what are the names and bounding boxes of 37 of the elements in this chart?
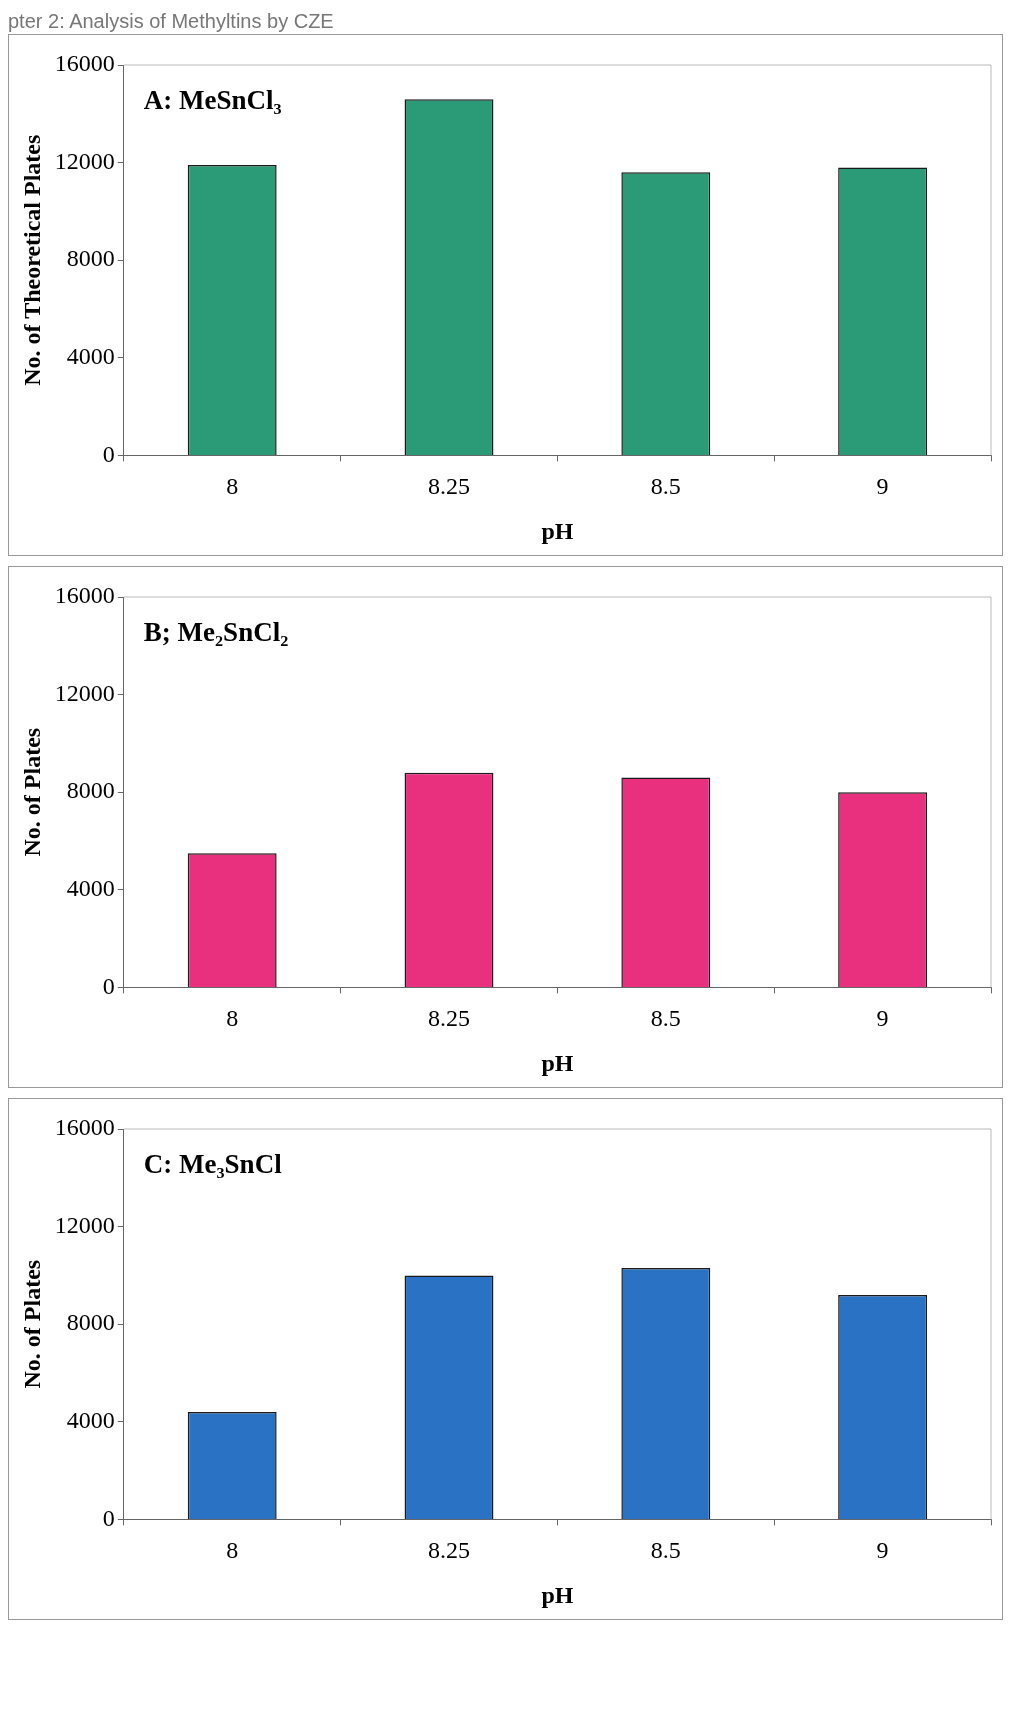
y-tick-label: 4000: [66, 1407, 115, 1434]
y-tick-label: 8000: [66, 245, 115, 272]
x-tick-label: 8.25: [428, 473, 470, 500]
x-tick-label: 8.5: [650, 1537, 681, 1564]
y-axis-title: No. of Plates: [18, 1259, 45, 1389]
y-tick-label: 0: [102, 440, 115, 467]
y-tick-label: 12000: [54, 679, 115, 706]
y-axis-title: No. of Plates: [18, 727, 45, 857]
text: pter 2: Analysis of Methyltins by CZE: [8, 9, 335, 34]
x-tick-label: 8.25: [428, 1537, 470, 1564]
text: C: Me₃SnCl: [143, 1149, 283, 1180]
y-tick-label: 8000: [66, 1309, 115, 1336]
y-tick-label: 12000: [54, 1211, 115, 1238]
y-axis-title: No. of Theoretical Plates: [18, 134, 45, 386]
y-tick-label: 16000: [54, 1114, 115, 1141]
y-tick-label: 12000: [54, 147, 115, 174]
y-tick-label: 0: [102, 972, 115, 999]
x-axis-title: pH: [541, 517, 574, 544]
x-tick-label: 9: [876, 473, 889, 500]
y-tick-label: 8000: [66, 777, 115, 804]
y-tick-label: 0: [102, 1504, 115, 1531]
x-tick-label: 8: [226, 1537, 239, 1564]
x-tick-label: 8.25: [428, 1005, 470, 1032]
x-tick-label: 8: [226, 473, 239, 500]
x-tick-label: 8.5: [650, 1005, 681, 1032]
x-axis-title: pH: [541, 1049, 574, 1076]
x-tick-label: 9: [876, 1537, 889, 1564]
y-tick-label: 4000: [66, 343, 115, 370]
text: A: MeSnCl₃: [143, 85, 282, 116]
y-tick-label: 16000: [54, 50, 115, 77]
x-tick-label: 9: [876, 1005, 889, 1032]
text: B; Me₂SnCl₂: [143, 617, 289, 648]
y-tick-label: 4000: [66, 875, 115, 902]
x-axis-title: pH: [541, 1581, 574, 1608]
x-tick-label: 8: [226, 1005, 239, 1032]
x-tick-label: 8.5: [650, 473, 681, 500]
y-tick-label: 16000: [54, 582, 115, 609]
